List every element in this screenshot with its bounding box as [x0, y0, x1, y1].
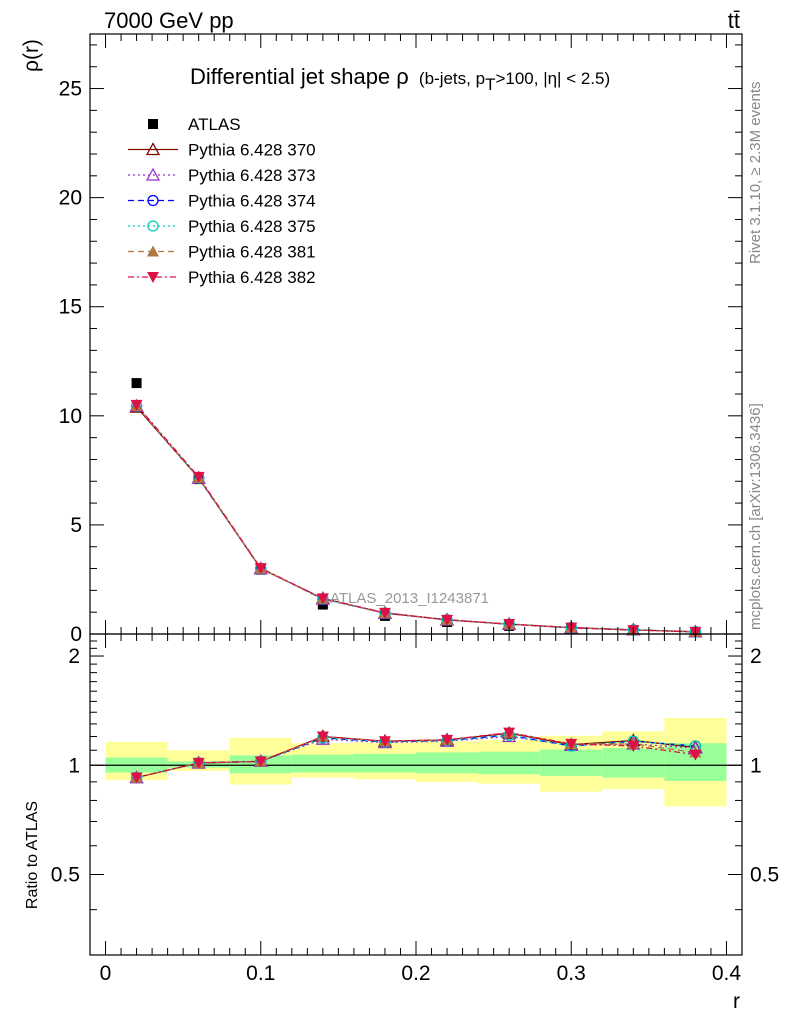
ratio-data-point: [441, 734, 454, 746]
chart-title-main: Differential jet shape ρ: [190, 64, 409, 89]
ratio-stat-band: [353, 753, 416, 773]
legend-entry: Pythia 6.428 370: [188, 141, 316, 160]
ratio-stat-band: [416, 752, 479, 774]
ratio-y-tick-label: 1: [68, 754, 80, 777]
legend-entry: ATLAS: [188, 115, 241, 134]
x-tick-label: 0: [100, 962, 112, 985]
ratio-data-point: [316, 731, 329, 743]
legend-marker: [147, 194, 159, 207]
main-data-point: [378, 607, 391, 619]
x-axis-label: r: [733, 990, 740, 1013]
x-tick-label: 0.1: [246, 962, 275, 985]
ratio-frame: [89, 633, 743, 956]
main-y-tick-label: 10: [59, 405, 82, 428]
ratio-stat-band: [478, 751, 541, 775]
main-y-tick-label: 20: [59, 187, 82, 210]
ratio-axes: 0.5 0.5 1 1 2 2 0 0.1 0.2 0.3 0.4: [51, 633, 779, 985]
legend-entry: Pythia 6.428 374: [188, 192, 316, 211]
ratio-data-point: [503, 727, 516, 739]
legend-entry: Pythia 6.428 373: [188, 166, 316, 185]
main-data-point: [130, 399, 143, 411]
ratio-series-line: [136, 735, 696, 779]
ratio-panel: [90, 717, 742, 807]
ratio-stat-band: [291, 754, 354, 773]
legend-marker: [147, 272, 159, 283]
ratio-y-tick-label: 2: [68, 645, 80, 668]
ratio-series-line: [136, 731, 696, 779]
main-axes: 0 5 10 15 20 25: [59, 33, 743, 646]
ratio-data-point: [192, 757, 205, 769]
main-data-point: [192, 471, 205, 483]
header-left: 7000 GeV pp: [104, 8, 234, 33]
main-y-tick-label: 25: [59, 78, 82, 101]
ratio-data-point: [565, 738, 578, 750]
chart-title-detail-a: (b-jets, p: [419, 69, 485, 88]
main-series-markers: [129, 378, 703, 638]
legend-entry: Pythia 6.428 382: [188, 268, 316, 287]
ratio-y-tick-label-right: 0.5: [750, 863, 779, 886]
x-tick-label: 0.4: [712, 962, 742, 985]
analysis-annotation: ATLAS_2013_I1243871: [330, 590, 489, 607]
chart-title: Differential jet shape ρ (b-jets, pT>100…: [190, 64, 610, 94]
x-tick-label: 0.3: [557, 962, 586, 985]
ratio-ylabel: Ratio to ATLAS: [24, 801, 41, 909]
ratio-y-tick-label: 0.5: [51, 863, 80, 886]
main-data-point: [131, 378, 142, 389]
main-data-point: [254, 563, 267, 575]
ratio-stat-band: [540, 749, 603, 776]
mcplots-label: mcplots.cern.ch [arXiv:1306.3436]: [747, 403, 764, 630]
ratio-data-point: [130, 772, 143, 784]
legend-entry: Pythia 6.428 375: [188, 217, 316, 236]
ratio-series-markers: [129, 725, 703, 784]
main-y-tick-label: 0: [70, 623, 82, 646]
main-y-tick-label: 5: [70, 514, 82, 537]
x-tick-label: 0.2: [401, 962, 430, 985]
ratio-data-point: [378, 736, 391, 748]
chart-title-detail-b: >100, |η| < 2.5): [495, 69, 610, 88]
legend-marker: [147, 220, 159, 232]
ratio-data-point: [627, 741, 640, 753]
main-data-point: [503, 618, 516, 630]
ratio-y-tick-label-right: 1: [750, 754, 762, 777]
main-y-tick-label: 15: [59, 296, 82, 319]
legend-marker: [147, 245, 159, 257]
main-ylabel: ρ(r): [20, 39, 43, 72]
header-right: tt̄: [728, 8, 740, 33]
ratio-series-lines: [136, 731, 696, 779]
legend-marker: [148, 119, 158, 129]
legend-marker: [145, 167, 161, 181]
ratio-stat-band: [602, 748, 665, 778]
rivet-label: Rivet 3.1.10, ≥ 2.3M events: [747, 82, 764, 265]
legend-marker: [145, 142, 161, 156]
main-data-point: [441, 614, 454, 626]
ratio-y-tick-label-right: 2: [750, 645, 762, 668]
chart-title-detail-sub: T: [485, 75, 495, 94]
ratio-data-point: [689, 749, 702, 761]
ratio-data-point: [254, 756, 267, 768]
legend: ATLAS Pythia 6.428 370 Pythia 6.428 373 Pyt…: [128, 115, 316, 287]
main-data-point: [316, 593, 329, 605]
legend-entry: Pythia 6.428 381: [188, 243, 316, 262]
ratio-series-line: [136, 734, 696, 779]
